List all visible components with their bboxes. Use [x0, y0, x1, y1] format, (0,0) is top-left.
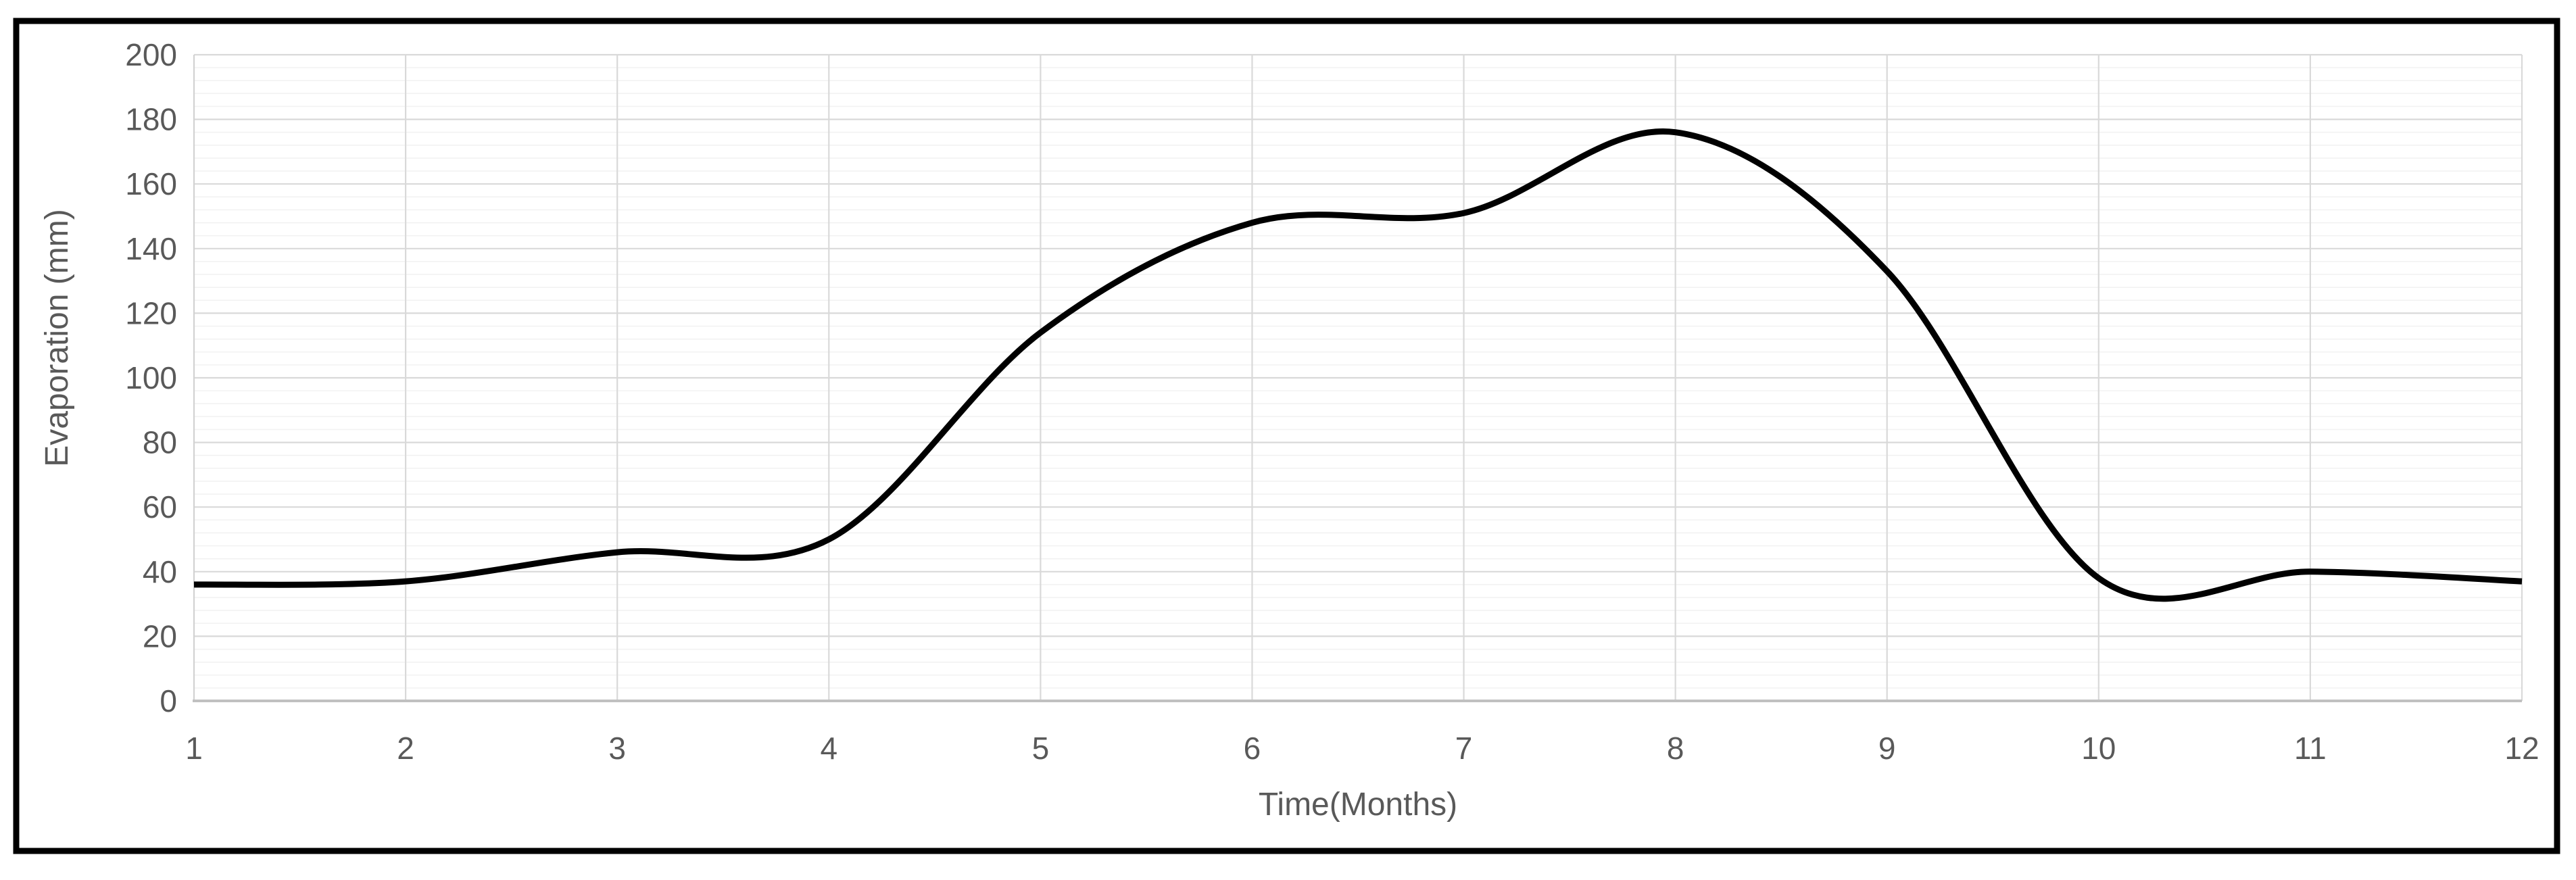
- y-tick-label: 100: [125, 360, 177, 395]
- y-tick-label: 80: [143, 425, 177, 460]
- x-tick-label: 9: [1878, 731, 1896, 766]
- y-tick-label: 20: [143, 618, 177, 654]
- x-tick-label: 8: [1667, 731, 1684, 766]
- series-group: [193, 128, 2523, 602]
- x-tick-label: 7: [1455, 731, 1473, 766]
- vertical-gridlines: [404, 55, 2523, 701]
- y-tick-label: 180: [125, 102, 177, 137]
- major-gridlines: [194, 53, 2522, 637]
- x-axis-title: Time(Months): [1259, 787, 1457, 823]
- x-tick-label: 1: [185, 731, 203, 766]
- x-tick-label: 6: [1244, 731, 1261, 766]
- x-tick-label: 12: [2504, 731, 2539, 766]
- x-tick-label: 5: [1032, 731, 1050, 766]
- chart-frame: [13, 18, 2560, 854]
- x-tick-label: 10: [2081, 731, 2116, 766]
- x-tick-label: 4: [820, 731, 837, 766]
- y-tick-label: 160: [125, 166, 177, 201]
- y-tick-label: 140: [125, 231, 177, 266]
- y-tick-label: 60: [143, 489, 177, 524]
- y-tick-label: 0: [160, 683, 177, 718]
- series-line-evaporation: [193, 128, 2523, 602]
- x-axis-tick-labels: 1 2 3 4 5 6 7 8 9 10 11 12: [185, 731, 2539, 766]
- axis-lines: [193, 55, 2522, 702]
- y-tick-label: 40: [143, 554, 177, 589]
- x-tick-label: 2: [397, 731, 414, 766]
- y-tick-label: 200: [125, 37, 177, 72]
- x-tick-label: 11: [2294, 731, 2327, 766]
- x-tick-label: 3: [608, 731, 626, 766]
- y-tick-label: 120: [125, 295, 177, 331]
- y-axis-tick-labels: 0 20 40 60 80 100 120 140 160 180 200: [125, 37, 177, 718]
- y-axis-title: Evaporation (mm): [39, 209, 75, 466]
